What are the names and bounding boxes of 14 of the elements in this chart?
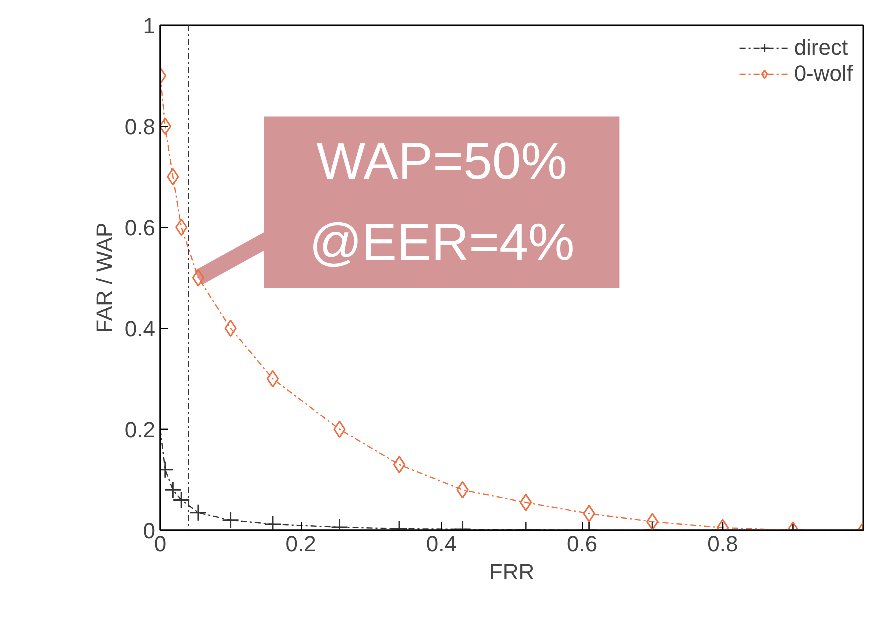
y-tick-label: 0.2 (124, 418, 156, 442)
x-tick-label: 0.2 (286, 532, 316, 556)
x-axis-title: FRR (489, 560, 535, 584)
y-tick-label: 1 (143, 14, 156, 38)
x-tick-label: 0.4 (426, 532, 457, 556)
x-tick-label: 0.8 (708, 532, 738, 556)
annotation: WAP=50% @EER=4% (309, 132, 575, 272)
legend-label: 0-wolf (794, 61, 853, 87)
x-tick-label: 0.6 (567, 532, 598, 556)
y-tick-label: 0.8 (124, 114, 156, 140)
y-tick-label: 0.6 (124, 216, 156, 240)
legend-label: direct (794, 35, 848, 61)
y-axis-title: FAR / WAP (92, 222, 117, 334)
y-tick-label: 0.4 (124, 316, 156, 342)
